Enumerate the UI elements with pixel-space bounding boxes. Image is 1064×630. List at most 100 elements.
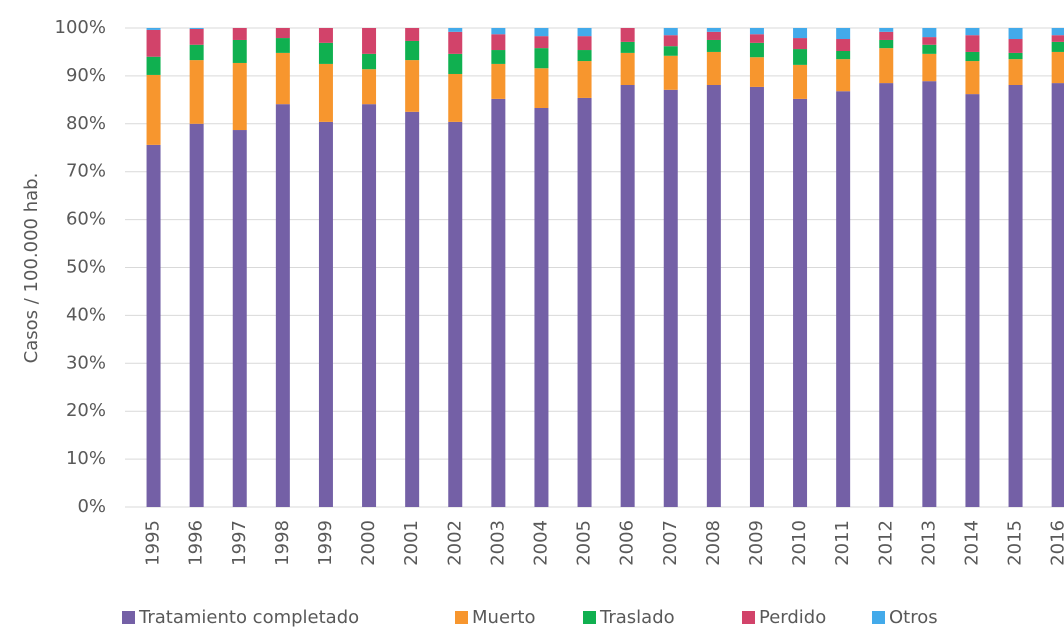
- x-tick-label: 2014: [961, 520, 982, 566]
- x-tick-label: 2004: [530, 520, 551, 566]
- bar-segment: [965, 94, 980, 508]
- bar-segment: [620, 52, 635, 86]
- bar-segment: [706, 31, 721, 40]
- x-tick-label: 2002: [444, 520, 465, 566]
- bar-segment: [232, 39, 247, 63]
- x-tick-label: 2006: [617, 520, 638, 566]
- bar-segment: [793, 49, 808, 65]
- bar-segment: [362, 69, 377, 105]
- bar-segment: [922, 37, 937, 45]
- y-tick-label: 0%: [77, 496, 106, 517]
- bar-segment: [448, 53, 463, 74]
- bar-segment: [836, 91, 851, 507]
- bar-segment: [275, 38, 290, 53]
- bar-segment: [534, 48, 549, 69]
- bar-segment: [491, 28, 506, 35]
- bar-segment: [749, 28, 764, 35]
- bar-segment: [577, 61, 592, 98]
- bar-segment: [491, 50, 506, 64]
- legend-label: Perdido: [759, 607, 826, 628]
- x-tick-label: 2003: [487, 520, 508, 566]
- bar-segment: [1051, 28, 1064, 36]
- bar-segment: [189, 28, 204, 45]
- bar-segment: [965, 28, 980, 36]
- bar-segment: [146, 74, 161, 145]
- bar-segment: [275, 104, 290, 507]
- bar-segment: [663, 28, 678, 36]
- bar-segment: [706, 51, 721, 86]
- bar-segment: [362, 104, 377, 507]
- bar-segment: [189, 123, 204, 508]
- legend-swatch: [455, 611, 468, 624]
- bar-segment: [663, 46, 678, 56]
- y-tick-label: 60%: [66, 209, 106, 230]
- bar-segment: [534, 36, 549, 49]
- bar-segment: [405, 28, 420, 41]
- bar-segment: [318, 63, 333, 122]
- bar-segment: [232, 28, 247, 40]
- bar-segment: [1008, 52, 1023, 60]
- bar-segment: [1008, 28, 1023, 40]
- bar-segment: [405, 111, 420, 507]
- bar-segment: [577, 36, 592, 51]
- bar-segment: [577, 50, 592, 62]
- legend-label: Muerto: [472, 607, 535, 628]
- x-tick-label: 1998: [272, 520, 293, 566]
- bar-segment: [879, 83, 894, 508]
- x-tick-label: 1996: [186, 520, 207, 566]
- bar-segment: [405, 60, 420, 112]
- bar-segment: [362, 28, 377, 54]
- bar-segment: [836, 59, 851, 92]
- bar-segment: [1008, 59, 1023, 86]
- y-tick-label: 50%: [66, 257, 106, 278]
- legend-label: Traslado: [599, 607, 675, 628]
- bar-segment: [189, 28, 204, 29]
- bar-segment: [318, 121, 333, 507]
- bar-segment: [836, 39, 851, 51]
- bar-segment: [749, 34, 764, 43]
- bar-segment: [1051, 35, 1064, 42]
- bar-segment: [1051, 41, 1064, 52]
- x-tick-label: 1997: [229, 520, 250, 566]
- bar-segment: [922, 44, 937, 54]
- y-tick-label: 80%: [66, 113, 106, 134]
- bar-segment: [577, 97, 592, 508]
- bar-segment: [448, 73, 463, 122]
- legend-label: Otros: [889, 607, 938, 628]
- bar-segment: [922, 53, 937, 82]
- bar-segment: [663, 35, 678, 47]
- bar-segment: [534, 68, 549, 108]
- bar-segment: [706, 85, 721, 507]
- y-tick-label: 10%: [66, 448, 106, 469]
- bar-segment: [146, 29, 161, 57]
- bar-segment: [534, 28, 549, 37]
- bar-segment: [318, 28, 333, 43]
- y-tick-label: 30%: [66, 352, 106, 373]
- bar-segment: [879, 48, 894, 84]
- x-tick-label: 2001: [401, 520, 422, 566]
- x-tick-label: 1999: [315, 520, 336, 566]
- bar-segment: [232, 62, 247, 131]
- legend-swatch: [742, 611, 755, 624]
- bar-segment: [706, 28, 721, 32]
- bar-segment: [1051, 51, 1064, 84]
- x-tick-label: 1995: [143, 520, 164, 566]
- bar-segment: [620, 41, 635, 53]
- legend-swatch: [583, 611, 596, 624]
- x-tick-label: 2007: [660, 520, 681, 566]
- bar-segment: [275, 52, 290, 105]
- bar-segment: [189, 44, 204, 61]
- bar-segment: [318, 42, 333, 64]
- bar-segment: [405, 40, 420, 61]
- bar-segment: [706, 39, 721, 52]
- bar-segment: [362, 53, 377, 70]
- bar-segment: [749, 42, 764, 58]
- bar-segment: [232, 130, 247, 508]
- bar-segment: [922, 28, 937, 38]
- bar-segment: [620, 28, 635, 42]
- x-tick-label: 2005: [574, 520, 595, 566]
- y-tick-label: 40%: [66, 304, 106, 325]
- bar-segment: [663, 55, 678, 90]
